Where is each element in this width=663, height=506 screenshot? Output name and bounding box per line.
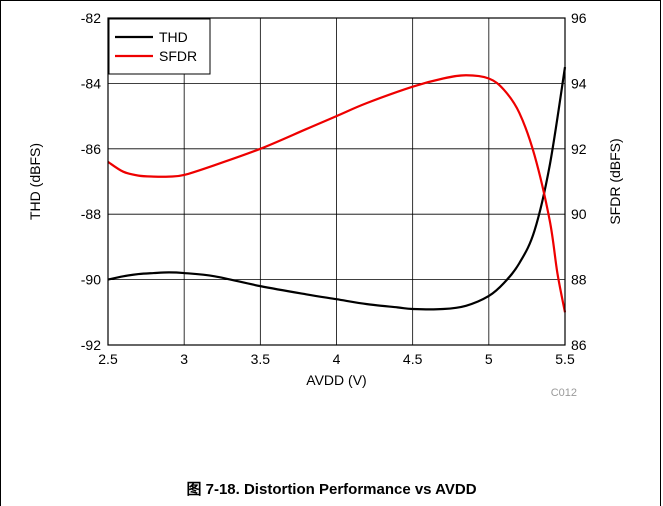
legend-label-sfdr: SFDR: [159, 48, 197, 64]
right-y-axis-label: SFDR (dBFS): [607, 138, 623, 224]
x-tick-label: 3: [180, 351, 188, 367]
left-y-tick-label: -92: [81, 337, 101, 353]
plot-area-border: [107, 17, 566, 346]
figure-caption: 图 7-18. Distortion Performance vs AVDD: [186, 481, 477, 498]
chart-code-annotation: C012: [551, 387, 577, 399]
x-tick-label: 5.5: [555, 351, 575, 367]
x-tick-label: 4.5: [403, 351, 423, 367]
right-y-tick-label: 88: [571, 272, 587, 288]
left-y-tick-label: -88: [81, 206, 101, 222]
distortion-chart: 2.5 3 3.5 4 4.5 5 5.5 -82 -84 -86 -88 -90 -92 96 94 92 9…: [27, 10, 623, 399]
x-tick-label: 2.5: [98, 351, 118, 367]
right-y-tick-label: 96: [571, 10, 587, 26]
series-line-thd: [107, 66, 567, 311]
series-layer: [107, 66, 567, 313]
x-tick-label: 4: [333, 351, 341, 367]
right-y-tick-label: 90: [571, 206, 587, 222]
tick-labels: 2.5 3 3.5 4 4.5 5 5.5 -82 -84 -86 -88 -90 -92 96 94 92 9…: [81, 10, 587, 367]
series-line-sfdr: [107, 74, 567, 313]
left-y-axis-label: THD (dBFS): [27, 143, 43, 220]
left-y-tick-label: -84: [81, 75, 101, 91]
legend: THD SFDR: [108, 18, 211, 75]
left-y-tick-label: -90: [81, 272, 101, 288]
legend-label-thd: THD: [159, 29, 188, 45]
right-y-tick-label: 92: [571, 141, 587, 157]
left-y-tick-label: -86: [81, 141, 101, 157]
left-y-tick-label: -82: [81, 10, 101, 26]
right-y-tick-label: 94: [571, 75, 587, 91]
x-tick-label: 5: [485, 351, 493, 367]
x-tick-label: 3.5: [251, 351, 271, 367]
legend-box: [108, 18, 211, 75]
right-y-tick-label: 86: [571, 337, 587, 353]
x-axis-label: AVDD (V): [306, 372, 366, 388]
